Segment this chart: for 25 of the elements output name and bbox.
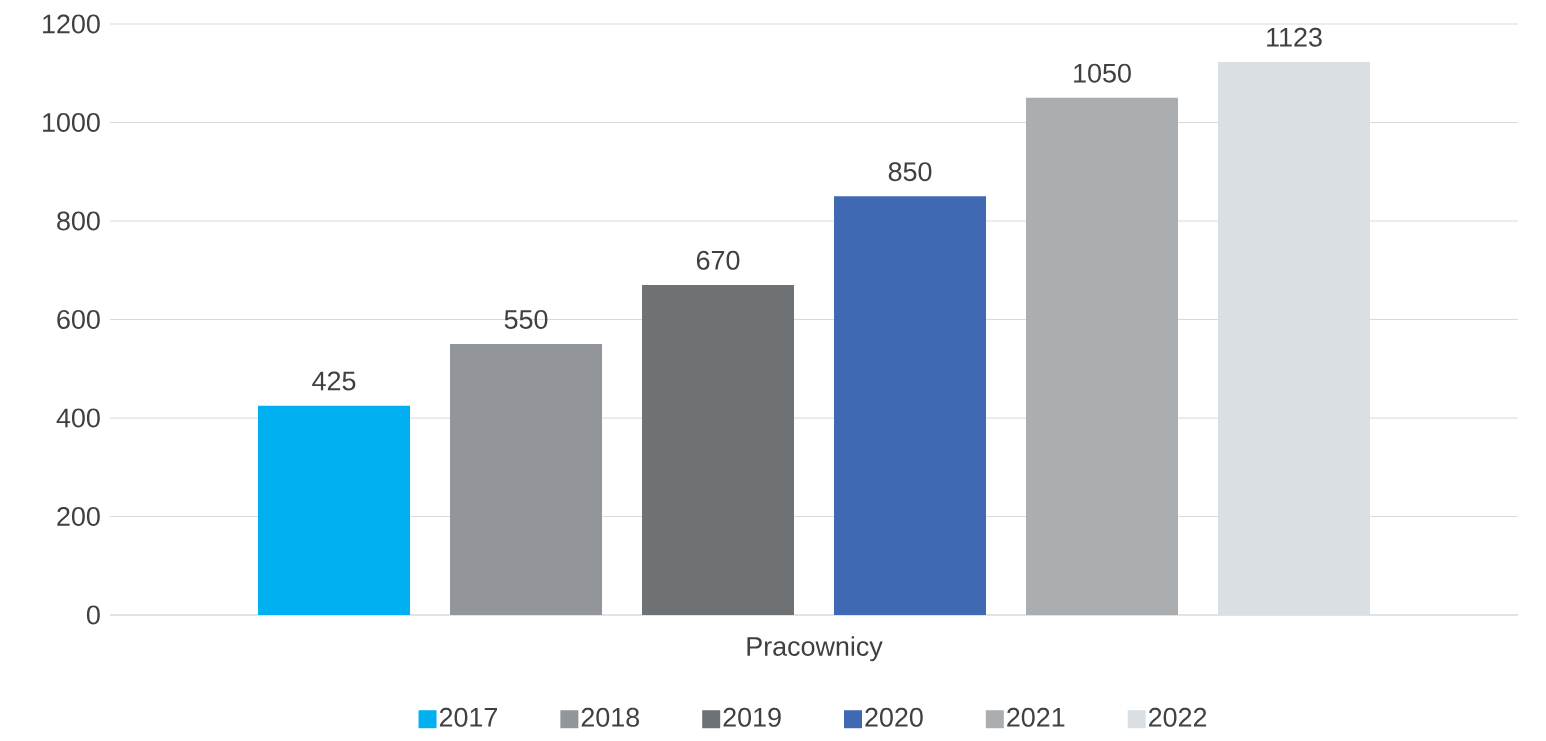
y-tick-label: 1000 [43,112,100,133]
legend-label: 2020 [865,707,923,727]
legend-label: 2022 [1149,707,1207,727]
y-tick-label: 0 [86,605,100,625]
y-tick-label: 400 [56,408,100,428]
data-label: 425 [312,371,356,391]
data-label: 850 [888,162,932,182]
x-tick-label: Pracownicy [747,636,883,662]
bar [258,405,411,615]
bar [642,285,795,615]
legend-label: 2019 [723,707,781,727]
y-tick-label: 1200 [43,14,100,34]
y-tick-label: 600 [57,309,100,330]
y-tick-label: 200 [57,506,100,527]
legend-label: 2021 [1007,707,1065,727]
legend-label: 2018 [581,707,640,727]
legend-label: 2017 [439,707,498,727]
data-label: 1123 [1267,27,1322,47]
bar [834,196,987,615]
bar [450,344,603,615]
bar [1026,97,1179,615]
data-label: 670 [696,250,740,270]
data-label: 550 [504,309,548,329]
y-tick-label: 800 [57,211,100,231]
data-label: 1050 [1074,63,1131,83]
